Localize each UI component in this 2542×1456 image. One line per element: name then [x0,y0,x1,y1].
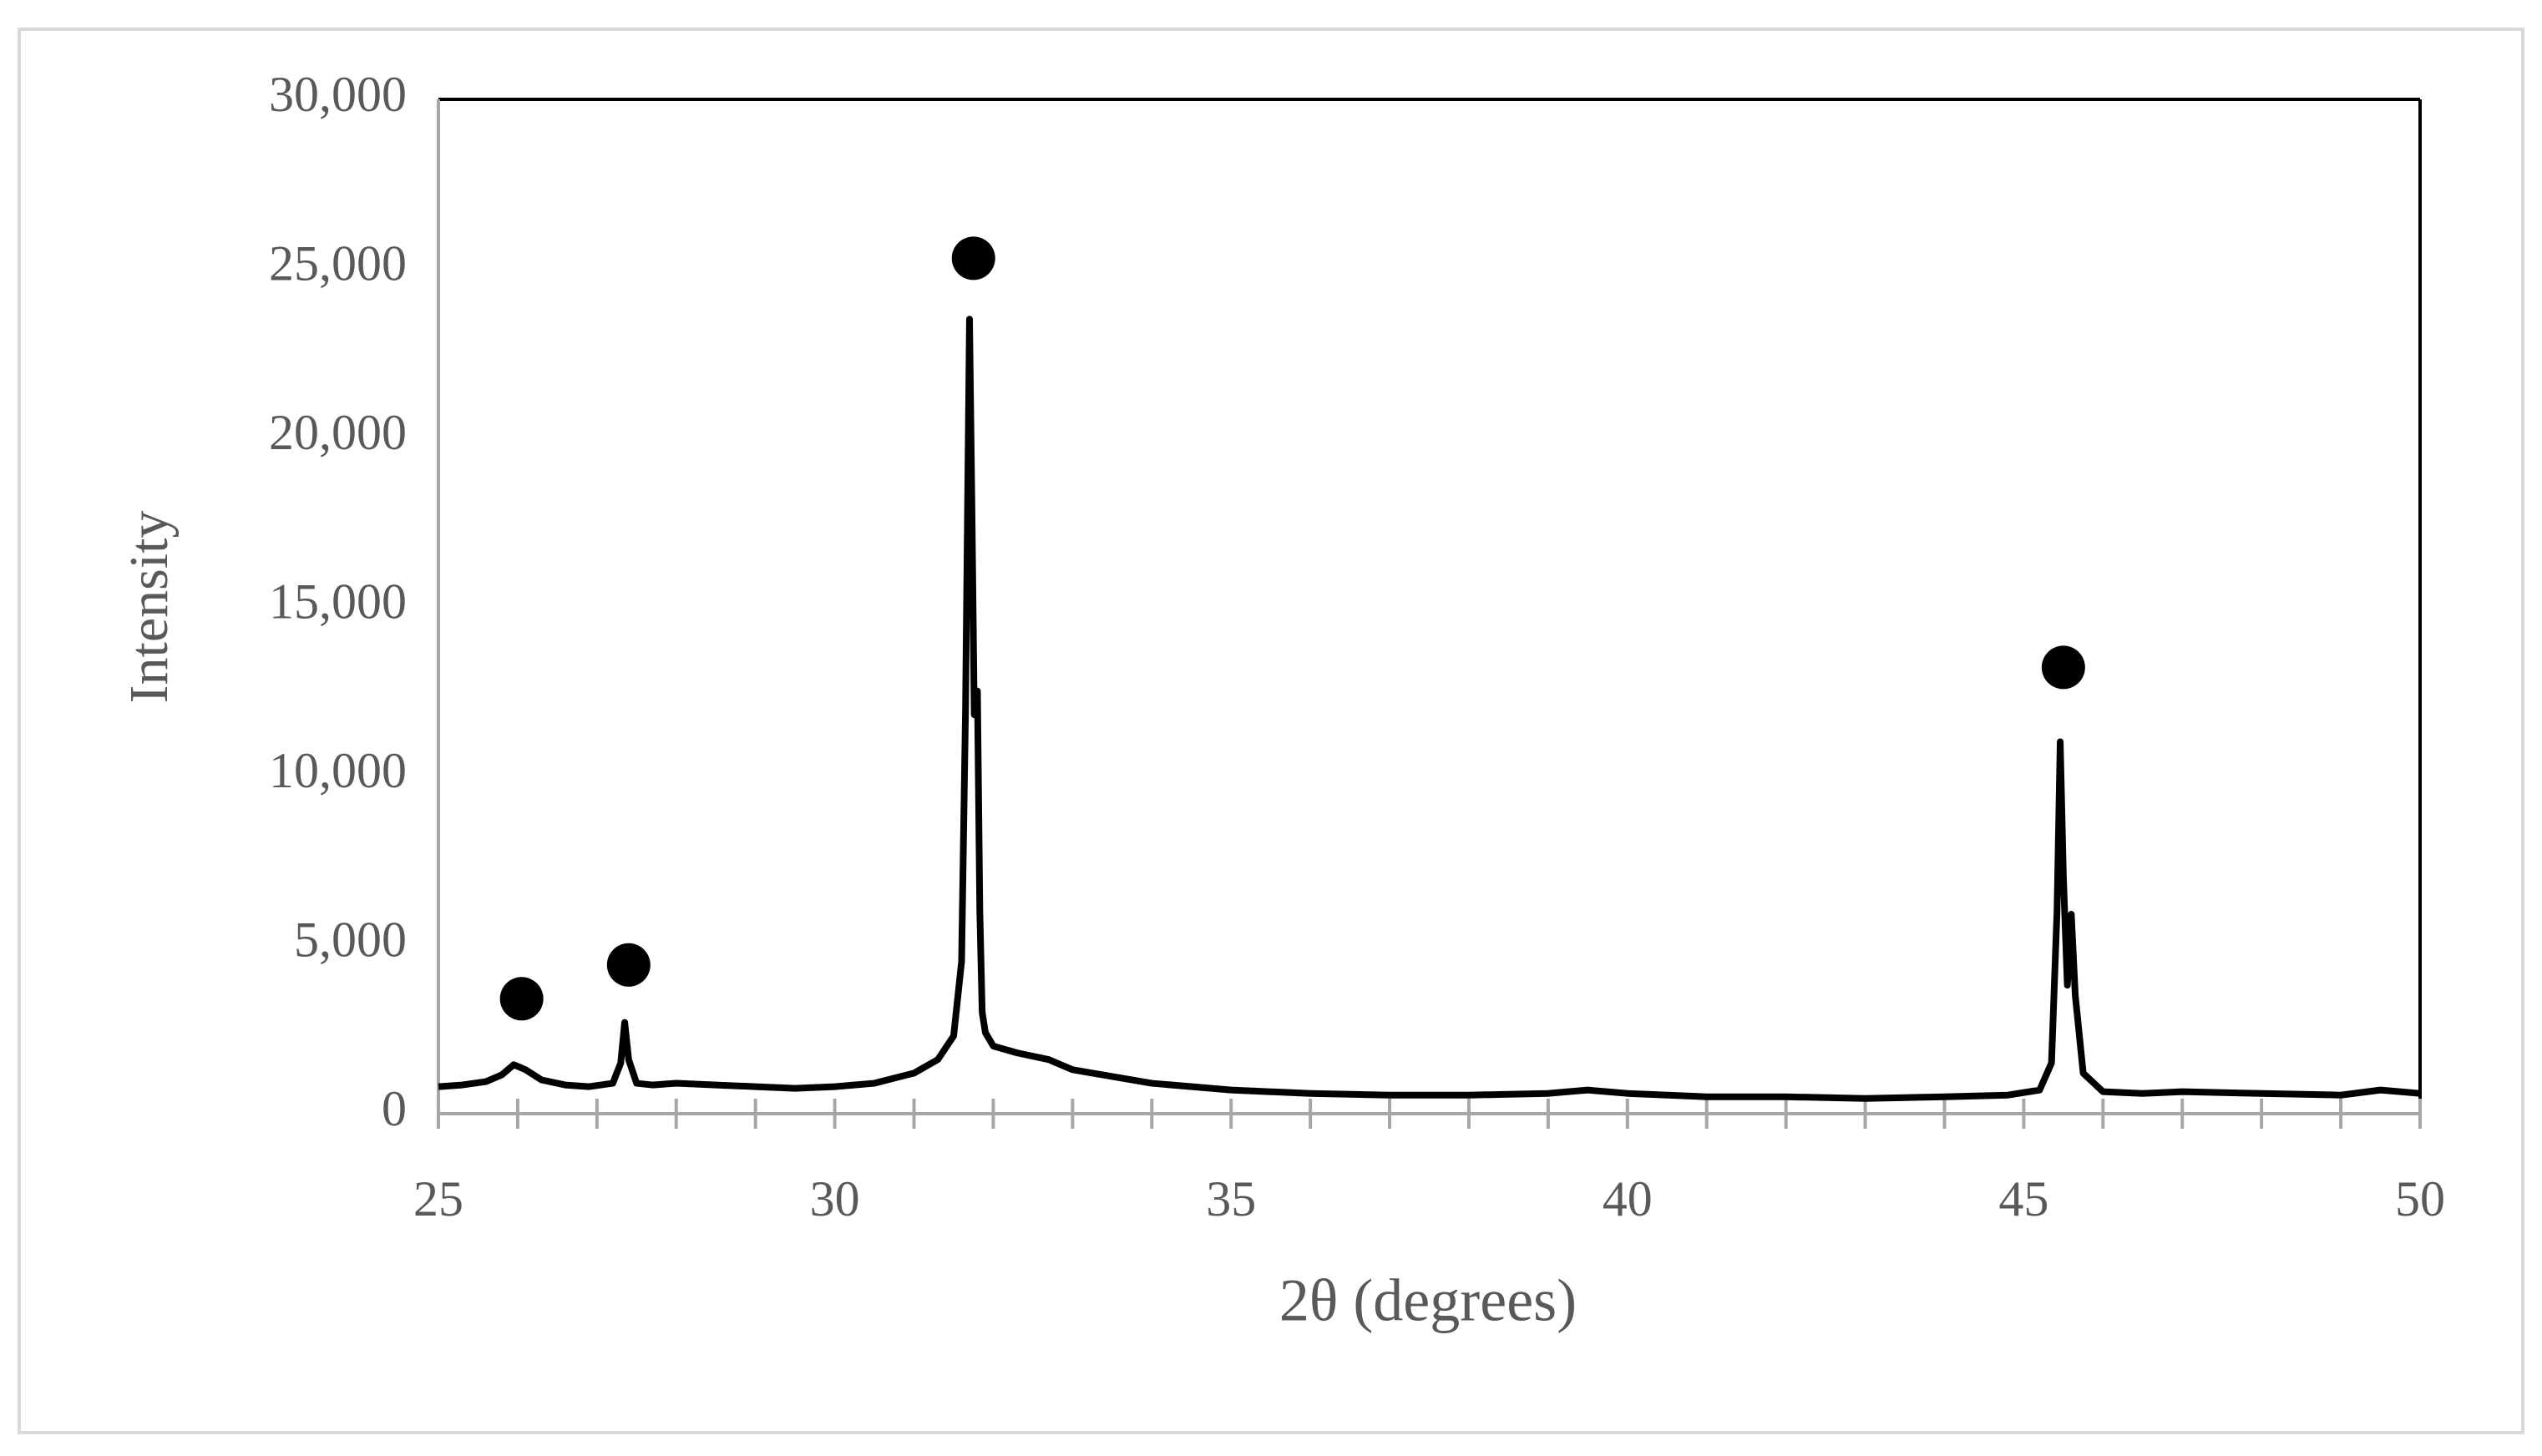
chart-border [18,28,2524,1434]
x-tick-label: 45 [1998,1171,2048,1226]
y-axis-title: Intensity [119,511,180,704]
y-tick-label: 5,000 [294,912,407,967]
peak-marker [606,943,651,987]
peak-marker [499,977,544,1021]
x-tick-label: 40 [1603,1171,1653,1226]
y-tick-label: 15,000 [269,574,407,629]
x-axis-title: 2θ (degrees) [1279,1267,1577,1334]
x-tick-label: 50 [2395,1171,2445,1226]
x-tick-label: 25 [413,1171,463,1226]
y-tick-label: 20,000 [269,405,407,460]
peak-marker [2041,645,2085,690]
y-tick-label: 0 [382,1081,407,1136]
peak-marker [951,236,995,281]
data-line [438,316,2421,1102]
x-tick-label: 30 [810,1171,860,1226]
y-tick-label: 10,000 [269,743,407,798]
x-tick-label: 35 [1206,1171,1256,1226]
y-tick-label: 25,000 [269,235,407,291]
y-tick-label: 30,000 [269,67,407,122]
